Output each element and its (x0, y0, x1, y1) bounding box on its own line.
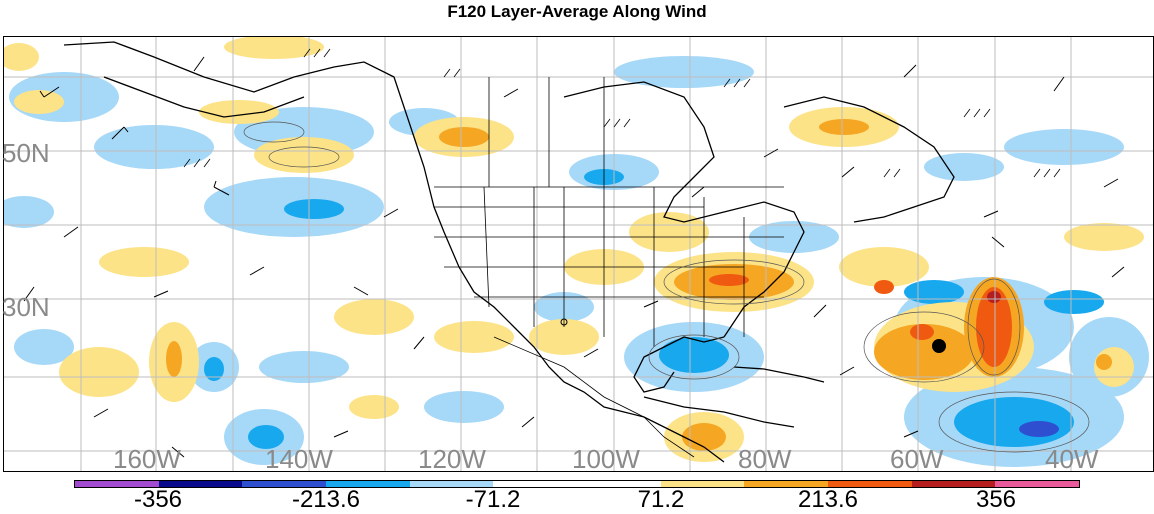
colorbar-segment-8 (660, 481, 745, 487)
map-title: F120 Layer-Average Along Wind (447, 2, 707, 21)
colorbar-segment-2 (158, 481, 243, 487)
lon-label-140w: 140W (265, 444, 333, 474)
lon-label-120w: 120W (418, 444, 486, 474)
colorbar-segment-1 (75, 481, 159, 487)
colorbar-label-213-6: 213.6 (797, 486, 859, 513)
map-panel (3, 36, 1154, 472)
colorbar-label-neg-356: -356 (133, 486, 183, 513)
graticule (4, 37, 1153, 471)
colorbar-segment-3 (242, 481, 327, 487)
colorbar-segment-6 (493, 481, 578, 487)
colorbar-segment-12 (995, 481, 1080, 487)
lon-label-80w: 80W (738, 444, 792, 474)
colorbar-segment-4 (326, 481, 410, 487)
colorbar (74, 480, 1080, 488)
colorbar-segment-9 (744, 481, 829, 487)
colorbar-label-neg-71-2: -71.2 (465, 486, 521, 513)
lon-label-40w: 40W (1045, 444, 1099, 474)
weather-map (4, 37, 1153, 471)
lon-label-160w: 160W (113, 444, 181, 474)
coastlines (63, 41, 955, 463)
lat-label-50n: 50N (2, 138, 50, 168)
state-borders (434, 77, 784, 458)
wind-flag-ticks (183, 48, 1061, 178)
storm-center-marker (932, 339, 946, 353)
colorbar-label-neg-213-6: -213.6 (291, 486, 361, 513)
contours (243, 121, 1090, 453)
colorbar-segment-5 (409, 481, 494, 487)
colorbar-label-71-2: 71.2 (637, 486, 685, 513)
colorbar-segment-11 (911, 481, 996, 487)
lon-label-60w: 60W (890, 444, 944, 474)
anomaly-shading (4, 37, 1149, 467)
lon-label-100w: 100W (572, 444, 640, 474)
colorbar-segment-7 (577, 481, 661, 487)
small-circle-marker (560, 318, 568, 326)
lat-label-30n: 30N (2, 292, 50, 322)
colorbar-segment-10 (828, 481, 912, 487)
wind-barbs (23, 56, 1125, 458)
colorbar-label-356: 356 (975, 486, 1017, 513)
